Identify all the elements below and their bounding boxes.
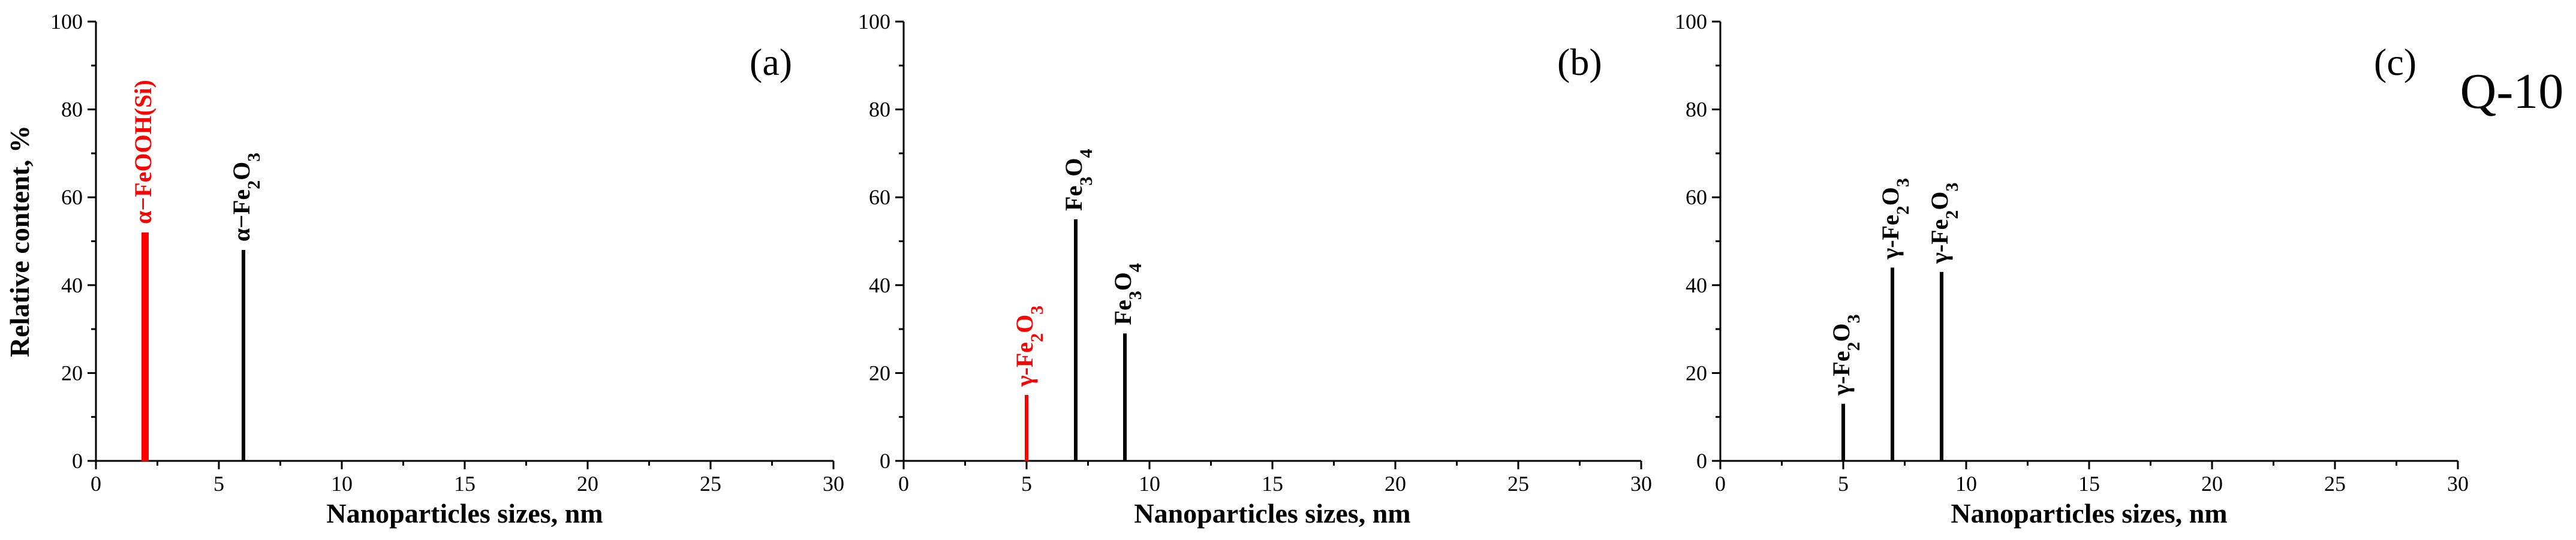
bar-label: γ-Fe2O3 (1877, 178, 1913, 260)
x-tick-label: 15 (2078, 472, 2100, 496)
y-tick-label: 20 (61, 361, 83, 385)
bar-label: Fe3O4 (1109, 263, 1145, 325)
y-tick-label: 100 (1675, 10, 1707, 34)
x-tick-label: 25 (2324, 472, 2346, 496)
y-tick-label: 20 (1686, 361, 1707, 385)
y-tick-label: 80 (1686, 98, 1707, 122)
x-tick-label: 10 (1955, 472, 1977, 496)
x-tick-label: 15 (1262, 472, 1283, 496)
y-tick-label: 0 (880, 449, 890, 473)
panel-label: (a) (750, 41, 792, 83)
x-tick-label: 20 (1385, 472, 1406, 496)
y-tick-label: 40 (1686, 273, 1707, 297)
y-tick-label: 60 (869, 185, 890, 209)
x-axis-title: Nanoparticles sizes, nm (326, 498, 603, 529)
x-axis-title: Nanoparticles sizes, nm (1951, 498, 2227, 529)
x-tick-label: 30 (823, 472, 844, 496)
y-tick-label: 60 (61, 185, 83, 209)
x-tick-label: 0 (91, 472, 101, 496)
x-tick-label: 10 (1139, 472, 1160, 496)
y-tick-label: 40 (61, 273, 83, 297)
sample-label: Q-10 (2460, 64, 2564, 119)
y-tick-label: 100 (858, 10, 890, 34)
bar-label: γ-Fe2O3 (1011, 306, 1047, 387)
panel-label: (b) (1557, 41, 1602, 83)
chart-panel-1: 0 20 40 60 80 100 0 5 10 15 20 25 30 Nanoparticles si… (4, 10, 844, 529)
y-axis-title: Relative content, % (4, 125, 35, 357)
x-tick-label: 30 (2447, 472, 2469, 496)
y-tick-label: 100 (50, 10, 83, 34)
x-tick-label: 30 (1630, 472, 1652, 496)
x-tick-label: 5 (1021, 472, 1032, 496)
y-tick-label: 20 (869, 361, 890, 385)
x-tick-label: 10 (331, 472, 353, 496)
bar-label: α−FeOOH(Si) (130, 80, 157, 224)
panel-label: (c) (2374, 41, 2416, 83)
x-axis-title: Nanoparticles sizes, nm (1134, 498, 1410, 529)
x-tick-label: 0 (1715, 472, 1726, 496)
y-tick-label: 60 (1686, 185, 1707, 209)
bar-label: γ-Fe2O3 (1926, 182, 1962, 264)
chart-panel-3: 0 20 40 60 80 100 0 5 10 15 20 25 30 Nanoparticles si… (1675, 10, 2563, 529)
bar-label: γ-Fe2O3 (1828, 314, 1864, 396)
y-tick-label: 0 (1696, 449, 1707, 473)
bar-label: Fe3O4 (1060, 149, 1096, 211)
bar-label: α−Fe2O3 (228, 153, 264, 242)
x-tick-label: 25 (1507, 472, 1529, 496)
y-tick-label: 80 (869, 98, 890, 122)
x-tick-label: 20 (2201, 472, 2223, 496)
x-tick-label: 5 (1838, 472, 1849, 496)
x-tick-label: 5 (213, 472, 224, 496)
x-tick-label: 15 (454, 472, 476, 496)
x-tick-label: 0 (898, 472, 909, 496)
y-tick-label: 40 (869, 273, 890, 297)
chart-panel-2: 0 20 40 60 80 100 0 5 10 15 20 25 30 Nanoparticles si… (858, 10, 1652, 529)
x-tick-label: 25 (700, 472, 721, 496)
y-tick-label: 0 (72, 449, 83, 473)
y-tick-label: 80 (61, 98, 83, 122)
x-tick-label: 20 (577, 472, 598, 496)
